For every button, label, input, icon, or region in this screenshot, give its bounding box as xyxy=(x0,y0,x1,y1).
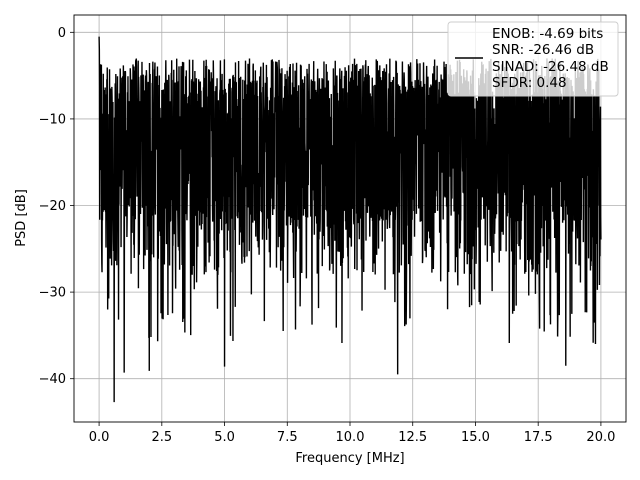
y-tick-label: 0 xyxy=(58,26,66,41)
legend-sinad: SINAD: -26.48 dB xyxy=(492,59,609,75)
psd-series-line xyxy=(98,36,602,403)
legend-box xyxy=(447,21,619,97)
x-tick-label: 15.0 xyxy=(461,430,490,445)
legend-enob: ENOB: -4.69 bits xyxy=(492,26,603,42)
legend: ENOB: -4.69 bits SNR: -26.46 dB SINAD: -… xyxy=(447,21,619,97)
ticks: 0.0 2.5 5.0 7.5 10.0 12.5 15.0 17.5 20.0 0 −10 −20 −… xyxy=(39,26,616,445)
legend-sfdr: SFDR: 0.48 xyxy=(492,75,567,91)
legend-snr: SNR: -26.46 dB xyxy=(492,42,594,58)
x-tick-label: 2.5 xyxy=(151,430,172,445)
y-tick-label: −20 xyxy=(39,199,66,214)
y-tick-label: −40 xyxy=(39,372,66,387)
series-layer xyxy=(98,36,602,403)
y-tick-label: −30 xyxy=(39,286,66,301)
x-tick-label: 10.0 xyxy=(336,430,365,445)
x-tick-label: 12.5 xyxy=(398,430,427,445)
x-axis-label: Frequency [MHz] xyxy=(295,451,404,466)
x-tick-label: 20.0 xyxy=(586,430,615,445)
x-tick-label: 0.0 xyxy=(89,430,110,445)
y-axis-label: PSD [dB] xyxy=(14,189,29,247)
x-tick-label: 5.0 xyxy=(214,430,235,445)
x-tick-label: 17.5 xyxy=(524,430,553,445)
y-tick-label: −10 xyxy=(39,112,66,127)
x-tick-label: 7.5 xyxy=(277,430,298,445)
